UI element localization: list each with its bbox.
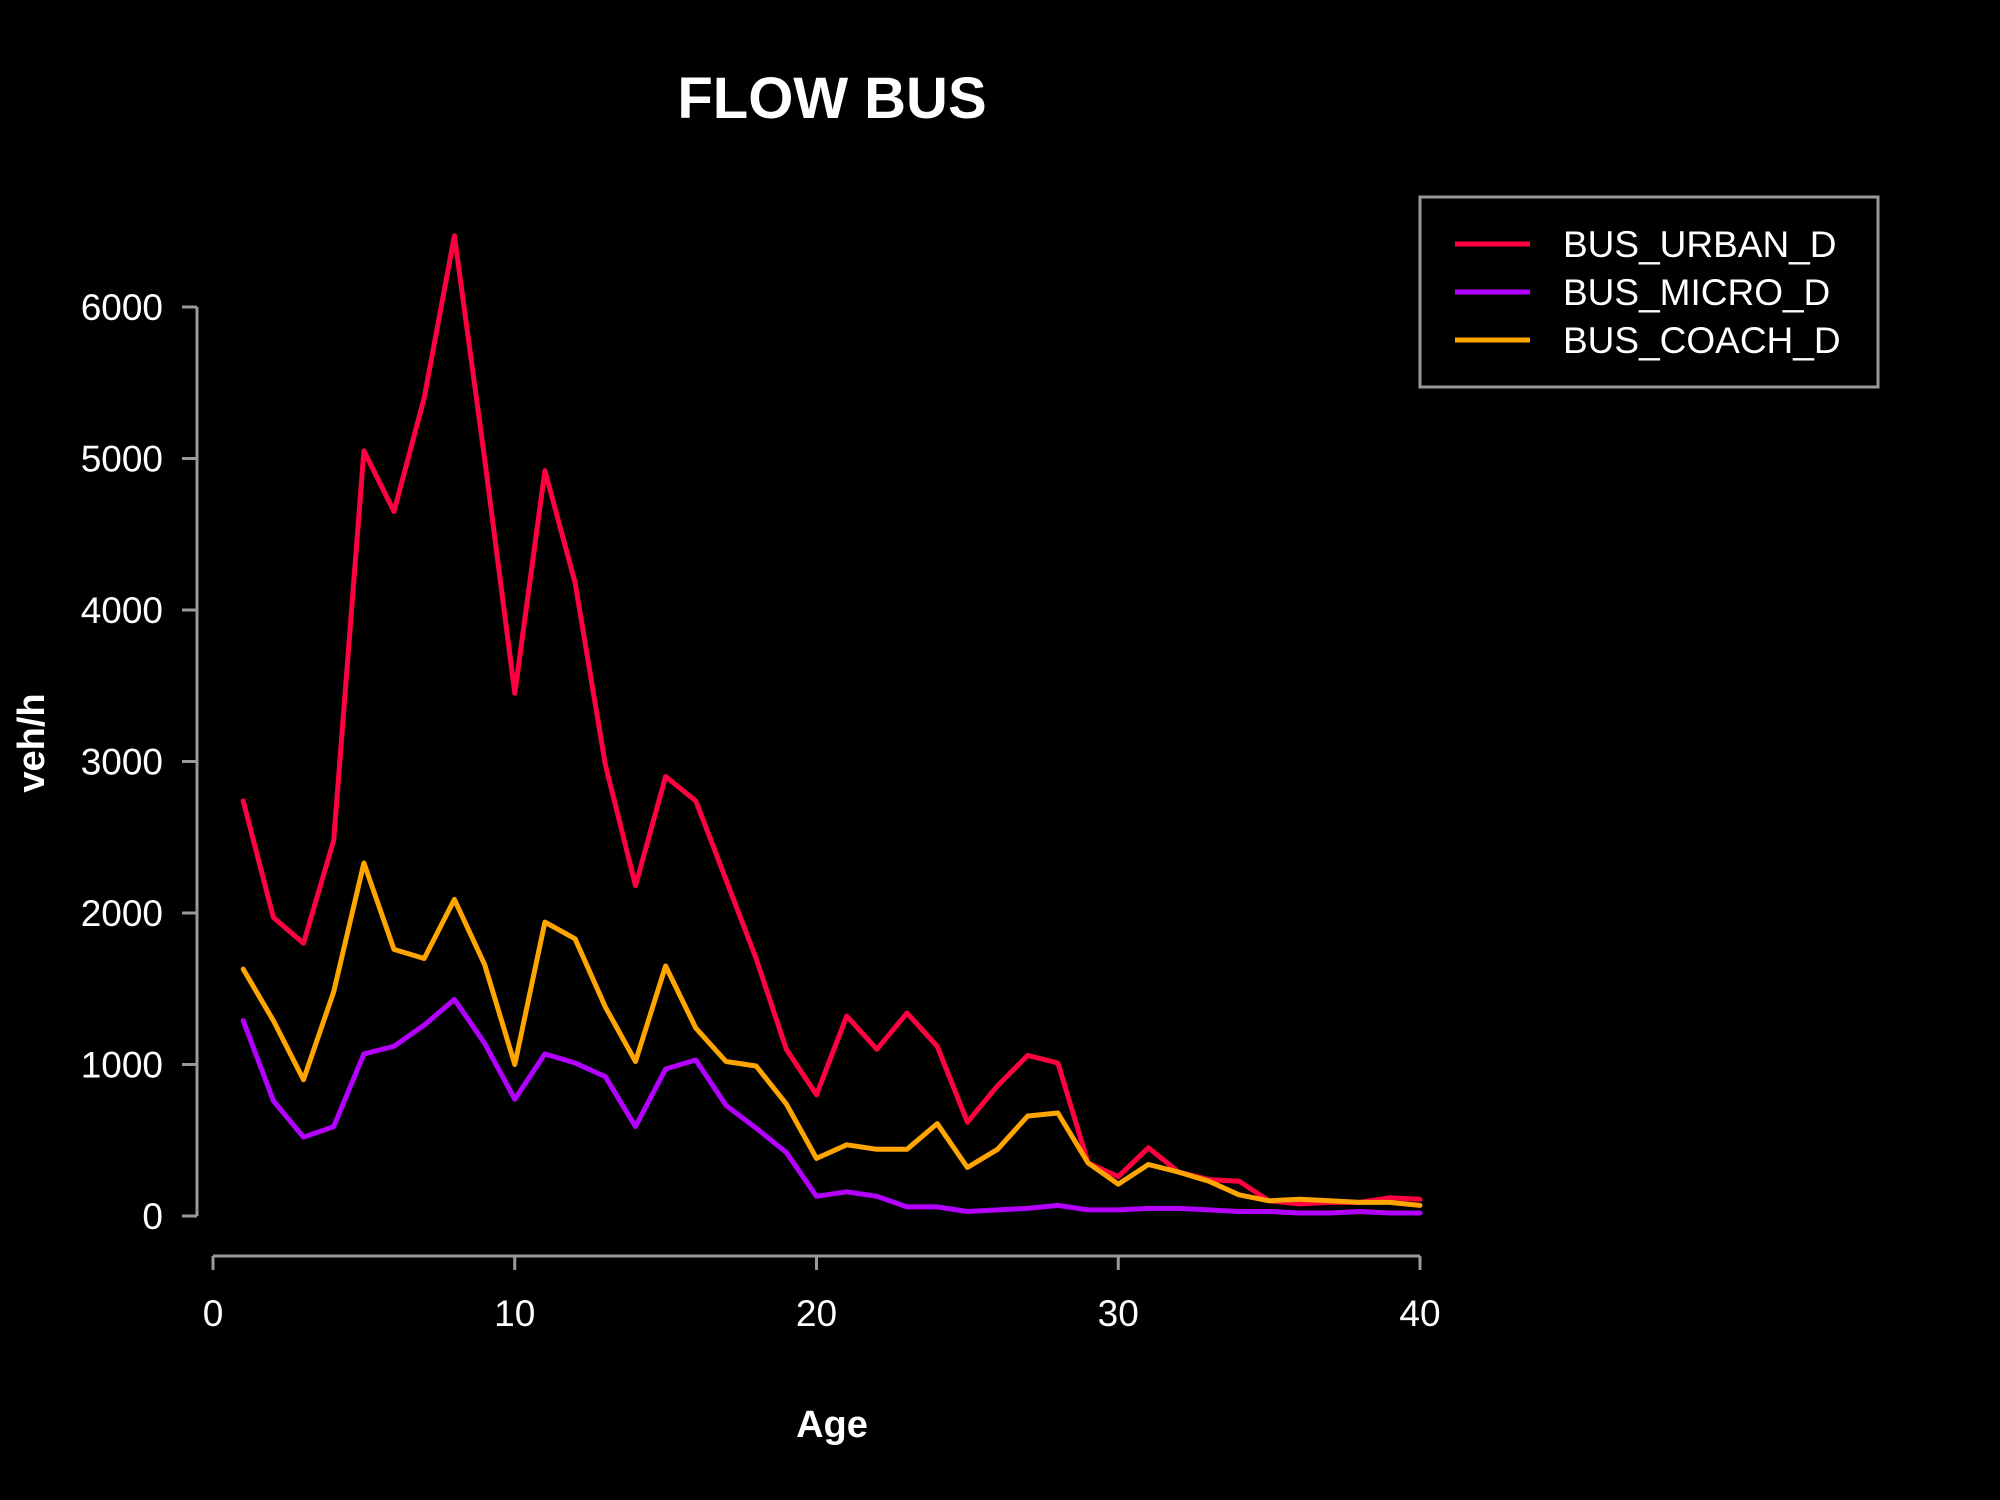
- y-axis-label: veh/h: [11, 693, 53, 792]
- legend-label: BUS_MICRO_D: [1563, 272, 1830, 313]
- x-tick-label: 30: [1098, 1293, 1139, 1334]
- y-tick-label: 4000: [81, 590, 163, 631]
- x-tick-label: 20: [796, 1293, 837, 1334]
- legend-label: BUS_COACH_D: [1563, 320, 1841, 361]
- y-tick-label: 3000: [81, 742, 163, 783]
- legend: BUS_URBAN_D BUS_MICRO_D BUS_COACH_D: [1418, 195, 1880, 389]
- chart-title: FLOW BUS: [677, 66, 986, 131]
- y-tick-label: 6000: [81, 287, 163, 328]
- series-line-bus-coach-d: [240, 860, 1423, 1208]
- series-line-bus-urban-d: [240, 233, 1423, 1207]
- y-tick-label: 5000: [81, 439, 163, 480]
- x-tick-label: 0: [203, 1293, 224, 1334]
- series-line-bus-micro-d: [240, 996, 1423, 1216]
- x-tick-label: 40: [1399, 1293, 1440, 1334]
- y-tick-label: 1000: [81, 1045, 163, 1086]
- y-tick-label: 2000: [81, 893, 163, 934]
- axes: 0 1000 2000 3000 4000 5000 6000 0 10 20 30 40: [81, 287, 1441, 1334]
- legend-label: BUS_URBAN_D: [1563, 224, 1836, 265]
- x-tick-label: 10: [494, 1293, 535, 1334]
- series-lines: [240, 233, 1423, 1216]
- y-tick-label: 0: [142, 1196, 163, 1237]
- x-axis-label: Age: [796, 1404, 868, 1446]
